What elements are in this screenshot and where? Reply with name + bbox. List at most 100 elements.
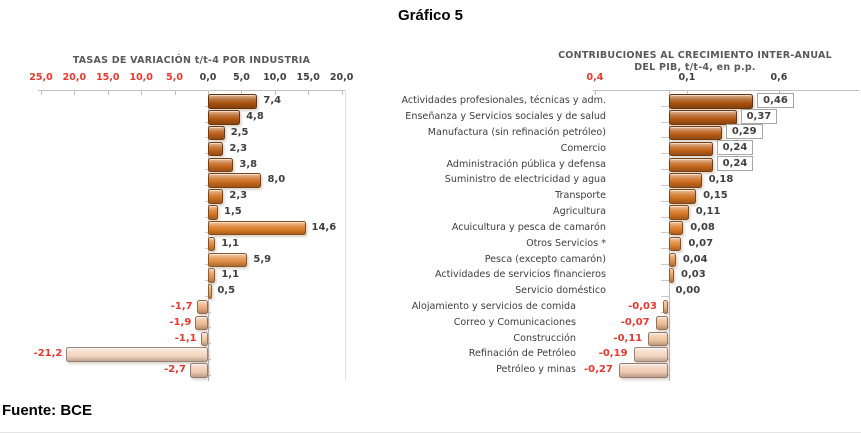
right-bar xyxy=(655,315,669,331)
left-bar-value: 7,4 xyxy=(263,95,282,107)
left-axis-tick xyxy=(141,91,143,95)
right-bar xyxy=(668,141,713,157)
category-label: Manufactura (sin refinación petróleo) xyxy=(427,126,606,138)
right-bar-value-boxed: 0,46 xyxy=(757,92,794,108)
left-chart-title: TASAS DE VARIACIÓN t/t-4 POR INDUSTRIA xyxy=(72,55,311,66)
right-bar xyxy=(668,173,702,188)
right-bar-value: 0,08 xyxy=(690,221,715,233)
right-bar xyxy=(668,236,682,252)
right-category-tick xyxy=(660,105,669,107)
right-bar-value-boxed: 0,37 xyxy=(740,108,778,124)
right-axis-tick-label: 0,6 xyxy=(770,72,788,83)
right-bar xyxy=(668,110,737,125)
left-bar xyxy=(208,94,258,109)
right-bar xyxy=(662,299,669,315)
left-bar xyxy=(208,125,225,141)
right-bar-value-boxed: 0,24 xyxy=(716,156,754,172)
right-bar-value: 0,07 xyxy=(688,237,714,249)
category-label: Correo y Comunicaciones xyxy=(453,316,576,328)
left-axis-tick xyxy=(341,91,343,95)
right-bar-value: 0,03 xyxy=(681,269,706,281)
left-bar-value: 4,8 xyxy=(246,111,264,123)
left-category-tick xyxy=(205,359,211,361)
left-x-axis-line xyxy=(38,90,345,91)
right-zero-axis-line xyxy=(668,90,670,381)
right-bar-value-boxed: 0,29 xyxy=(725,124,763,140)
right-chart-title-line2: DEL PIB, t/t-4, en p.p. xyxy=(634,62,756,73)
category-label: Administración pública y defensa xyxy=(446,158,606,170)
right-bar xyxy=(633,347,669,362)
category-label: Acuicultura y pesca de camarón xyxy=(451,221,606,233)
category-label: Construcción xyxy=(513,332,576,344)
left-axis-tick-label: 5,0 xyxy=(166,72,184,83)
left-axis-tick xyxy=(241,91,243,95)
right-category-tick xyxy=(660,184,669,186)
left-bar xyxy=(208,141,224,157)
left-bar-value: 14,6 xyxy=(311,221,337,233)
left-bar-value: -1,9 xyxy=(169,316,192,328)
left-bar xyxy=(208,205,219,220)
left-axis-tick-label: 20,0 xyxy=(62,72,87,83)
source-note: Fuente: BCE xyxy=(2,402,92,419)
category-label: Alojamiento y servicios de comida xyxy=(411,300,576,312)
left-axis-tick xyxy=(107,91,109,95)
left-bar-value: 2,5 xyxy=(230,126,249,138)
left-bar xyxy=(208,157,234,173)
right-category-tick xyxy=(660,200,669,202)
left-bar-value: 2,3 xyxy=(229,190,248,202)
left-bar xyxy=(208,220,306,236)
left-axis-tick-label: 5,0 xyxy=(232,72,250,83)
left-bar-value: 2,3 xyxy=(229,142,248,154)
left-bar-value: 8,0 xyxy=(267,174,286,186)
right-bar-value: -0,27 xyxy=(583,364,613,376)
category-label: Agricultura xyxy=(553,206,606,217)
right-bar xyxy=(648,331,669,347)
left-axis-tick-label: 0,0 xyxy=(199,72,217,83)
right-category-tick xyxy=(660,216,669,218)
category-label: Actividades de servicios financieros xyxy=(434,269,606,281)
right-category-tick xyxy=(660,295,669,297)
right-bar xyxy=(668,94,754,109)
left-bar xyxy=(208,236,216,252)
right-category-tick xyxy=(660,137,669,139)
left-category-tick xyxy=(205,374,211,376)
right-bar-value: -0,03 xyxy=(628,300,657,312)
left-bar-value: 5,9 xyxy=(253,253,272,265)
left-bar-value: 0,5 xyxy=(217,285,236,297)
left-bar xyxy=(200,331,208,347)
right-bar-value: -0,11 xyxy=(613,332,643,344)
right-axis-tick-label: 0,1 xyxy=(678,72,696,83)
left-bar-value: 1,1 xyxy=(221,269,240,281)
left-bar xyxy=(196,299,208,315)
category-label: Otros Servicios * xyxy=(526,237,606,249)
right-bar xyxy=(668,125,722,141)
right-axis-tick xyxy=(594,91,596,95)
left-category-tick xyxy=(205,311,211,313)
left-axis-tick-label: 10,0 xyxy=(263,72,287,83)
left-category-tick xyxy=(205,343,211,345)
right-category-tick xyxy=(660,90,669,91)
category-label: Servicio doméstico xyxy=(515,285,606,297)
category-label: Petróleo y minas xyxy=(496,364,576,376)
left-bar xyxy=(208,173,262,188)
left-axis-tick xyxy=(74,91,76,95)
category-label: Refinación de Petróleo xyxy=(468,348,576,360)
left-bar xyxy=(208,284,212,299)
left-axis-tick xyxy=(308,91,310,95)
category-label: Enseñanza y Servicios sociales y de salu… xyxy=(405,111,606,123)
left-axis-tick-label: 20,0 xyxy=(329,72,354,83)
right-bar xyxy=(668,157,713,173)
right-chart-title-line1: CONTRIBUCIONES AL CRECIMIENTO INTER-ANUA… xyxy=(558,50,832,61)
left-bar xyxy=(208,189,224,204)
category-label: Transporte xyxy=(555,190,606,202)
right-bar xyxy=(668,268,675,283)
left-axis-tick xyxy=(174,91,176,95)
category-label: Pesca (excepto camarón) xyxy=(484,253,606,265)
left-axis-tick xyxy=(208,91,209,95)
right-bar xyxy=(668,252,676,267)
left-plot-right-border xyxy=(345,90,346,381)
right-bar-value: 0,04 xyxy=(682,253,708,265)
left-bar-value: -1,1 xyxy=(174,332,197,344)
right-category-tick xyxy=(660,279,669,281)
